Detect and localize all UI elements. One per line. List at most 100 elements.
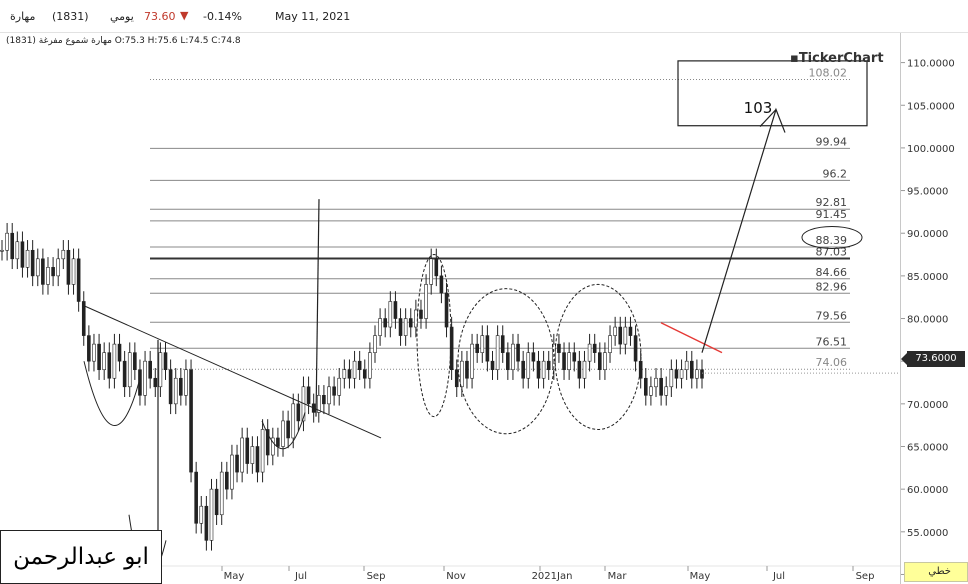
price-axis-separator [900, 33, 901, 584]
candle-body [649, 386, 653, 396]
candle-body [378, 318, 382, 336]
candle-body [179, 377, 183, 396]
candle-body [618, 326, 623, 345]
candle-body [572, 352, 577, 362]
candle-body [424, 284, 428, 319]
candle-body [81, 301, 86, 336]
cup-arc [83, 361, 141, 426]
candle-body [163, 352, 168, 371]
candle-body [633, 335, 638, 362]
candle-body [255, 446, 260, 473]
y-tick-label: 70.0000 [907, 400, 948, 411]
ohlc-readout: مهارة شموع مفرغة (1831) O:75.3 H:75.6 L:… [6, 36, 241, 46]
scale-toggle-button[interactable]: خطي [904, 562, 968, 582]
candle-body [490, 360, 495, 371]
y-tick-label: 95.0000 [907, 187, 948, 198]
candle-body [127, 352, 132, 388]
candle-body [368, 352, 372, 379]
candle-body [102, 352, 106, 371]
candle-body [0, 249, 4, 252]
y-tick-label: 80.0000 [907, 315, 948, 326]
candle-body [684, 360, 689, 371]
candle-body [357, 360, 362, 371]
candle-body [117, 343, 122, 362]
symbol-code: (1831) [52, 10, 89, 23]
candle-body [516, 343, 520, 362]
down-trendline [83, 305, 382, 439]
candle-body [30, 249, 35, 277]
level-label: 84.66 [816, 266, 848, 279]
level-label: 82.96 [816, 280, 848, 293]
candle-body [219, 471, 224, 516]
candle-body [97, 343, 101, 371]
candle-body [495, 335, 500, 371]
candle-body [480, 335, 485, 353]
pattern-ellipse [457, 288, 555, 435]
candle-body [271, 437, 275, 456]
candle-body [71, 258, 76, 285]
candle-body [306, 386, 311, 405]
level-label: 96.2 [823, 167, 848, 180]
candle-body [643, 377, 648, 396]
candle-body [521, 360, 525, 379]
candle-body [143, 360, 147, 396]
x-tick-label: May [690, 571, 711, 582]
candle-body [536, 360, 541, 379]
price-chart[interactable]: 110.0000 105.0000 100.0000 95.0000 90.0000 85… [0, 33, 968, 584]
candle-body [654, 377, 658, 388]
candle-body [449, 326, 454, 371]
candle-body [41, 258, 45, 285]
candle-body [577, 360, 582, 379]
candle-body [214, 488, 219, 516]
x-tick-label: Jul [294, 571, 307, 582]
target-label: 103 [744, 99, 773, 117]
candle-body [439, 275, 444, 294]
x-tick-label: Mar [608, 571, 628, 582]
candle-body [148, 360, 152, 379]
date-label: May 11, 2021 [275, 10, 351, 23]
candle-body [122, 360, 127, 388]
brand-icon: ▪ [790, 51, 799, 66]
period-label[interactable]: يومي [110, 10, 134, 23]
candle-body [347, 369, 352, 379]
candle-body [56, 258, 61, 277]
candle-body [470, 343, 474, 379]
candle-body [61, 249, 66, 260]
candle-body [107, 352, 112, 379]
candle-body [209, 488, 214, 541]
y-tick-label: 100.0000 [907, 144, 955, 155]
candle-body [25, 249, 30, 268]
candle-body [260, 429, 265, 473]
candle-body [429, 258, 433, 285]
candle-body [592, 343, 597, 353]
candle-body [700, 369, 704, 379]
candle-body [689, 360, 694, 379]
candle-body [332, 386, 336, 396]
candle-body [485, 335, 490, 362]
candle-body [419, 309, 423, 319]
brand-text: TickerChart [798, 51, 884, 66]
candle-body [168, 369, 173, 405]
pattern-ellipse [554, 283, 642, 430]
level-label: 91.45 [816, 208, 848, 221]
candle-body [327, 386, 331, 405]
candle-body [322, 395, 326, 405]
y-tick-label: 85.0000 [907, 272, 948, 283]
candle-body [250, 446, 255, 464]
candle-body [562, 352, 566, 371]
last-price: 73.60 [144, 10, 176, 23]
candle-body [51, 267, 55, 277]
candle-body [526, 352, 531, 379]
candle-body [567, 352, 571, 371]
candle-body [695, 369, 699, 379]
candle-body [15, 241, 20, 260]
target-box [677, 60, 868, 127]
x-tick-label: 2021Jan [532, 571, 573, 582]
candle-body [608, 335, 612, 353]
candle-body [444, 292, 449, 328]
candle-body [184, 369, 188, 396]
candle-body [393, 301, 398, 319]
candle-body [434, 258, 439, 277]
candle-body [408, 318, 413, 328]
x-tick-label: May [224, 571, 245, 582]
